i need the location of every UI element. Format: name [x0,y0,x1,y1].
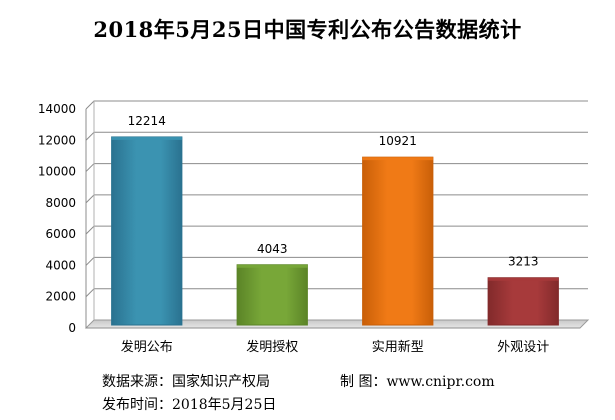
data-label: 3213 [508,255,539,269]
y-tick-label: 10000 [38,165,76,179]
y-tick-label: 0 [68,321,76,335]
footer-source: 数据来源：国家知识产权局 [102,371,270,391]
bars [112,137,559,325]
y-tick-label: 4000 [45,258,76,272]
data-label: 10921 [379,134,417,148]
footer-date: 发布时间：2018年5月25日 [102,394,276,414]
data-label: 4043 [257,242,288,256]
y-tick-label: 6000 [45,227,76,241]
bar-3 [363,157,433,325]
category-label: 外观设计 [497,340,549,355]
bar-2 [237,265,307,325]
data-label: 12214 [128,114,166,128]
y-tick-label: 12000 [38,133,76,147]
y-tick-label: 14000 [38,102,76,116]
bar-top-3 [363,157,433,160]
bar-4 [488,278,558,325]
y-tick-label: 2000 [45,290,76,304]
gridline [86,101,588,109]
category-label: 发明授权 [246,339,298,355]
bar-top-2 [237,265,307,268]
bar-top-1 [112,137,182,140]
bar-1 [112,137,182,325]
footer-credit: 制 图：www.cnipr.com [340,371,495,391]
bar-top-4 [488,278,558,281]
category-label: 实用新型 [372,339,424,355]
y-tick-label: 8000 [45,196,76,210]
category-label: 发明公布 [121,339,173,355]
